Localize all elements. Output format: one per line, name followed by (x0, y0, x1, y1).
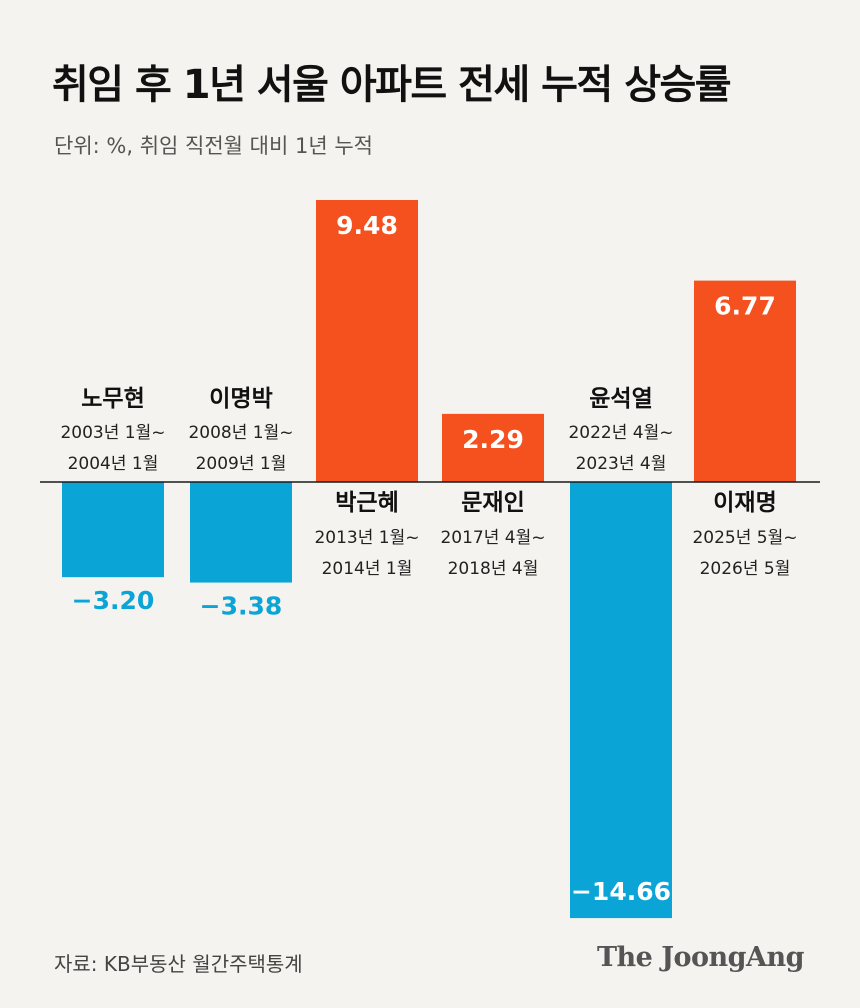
period-label: 2009년 1월 (196, 454, 287, 474)
bar (570, 482, 672, 919)
value-label: 2.29 (462, 425, 524, 454)
category-label: 문재인 (461, 490, 524, 516)
bar (190, 482, 292, 583)
category-label: 이명박 (209, 386, 272, 412)
bar (62, 482, 164, 578)
period-label: 2018년 4월 (448, 559, 539, 579)
bar (694, 280, 796, 482)
period-label: 2017년 4월~ (440, 528, 545, 548)
source-note: 자료: KB부동산 월간주택통계 (54, 952, 303, 976)
category-label: 이재명 (713, 490, 776, 516)
chart-subtitle: 단위: %, 취임 직전월 대비 1년 누적 (54, 134, 373, 158)
period-label: 2025년 5월~ (692, 528, 797, 548)
brand-logo: The JoongAng (596, 942, 805, 973)
chart-title: 취임 후 1년 서울 아파트 전세 누적 상승률 (52, 62, 732, 108)
period-label: 2003년 1월~ (60, 423, 165, 443)
period-label: 2022년 4월~ (568, 423, 673, 443)
bar (316, 200, 418, 482)
value-label: −3.38 (200, 592, 283, 621)
category-label: 노무현 (81, 386, 144, 412)
period-label: 2023년 4월 (576, 454, 667, 474)
value-label: 6.77 (714, 292, 776, 321)
bar (442, 413, 544, 482)
value-label: 9.48 (336, 211, 398, 240)
period-label: 2004년 1월 (68, 454, 159, 474)
category-label: 박근혜 (335, 490, 398, 516)
category-label: 윤석열 (589, 386, 652, 412)
period-label: 2013년 1월~ (314, 528, 419, 548)
period-label: 2026년 5월 (700, 559, 791, 579)
value-label: −14.66 (571, 877, 671, 906)
period-label: 2008년 1월~ (188, 423, 293, 443)
value-label: −3.20 (72, 586, 155, 615)
period-label: 2014년 1월 (322, 559, 413, 579)
